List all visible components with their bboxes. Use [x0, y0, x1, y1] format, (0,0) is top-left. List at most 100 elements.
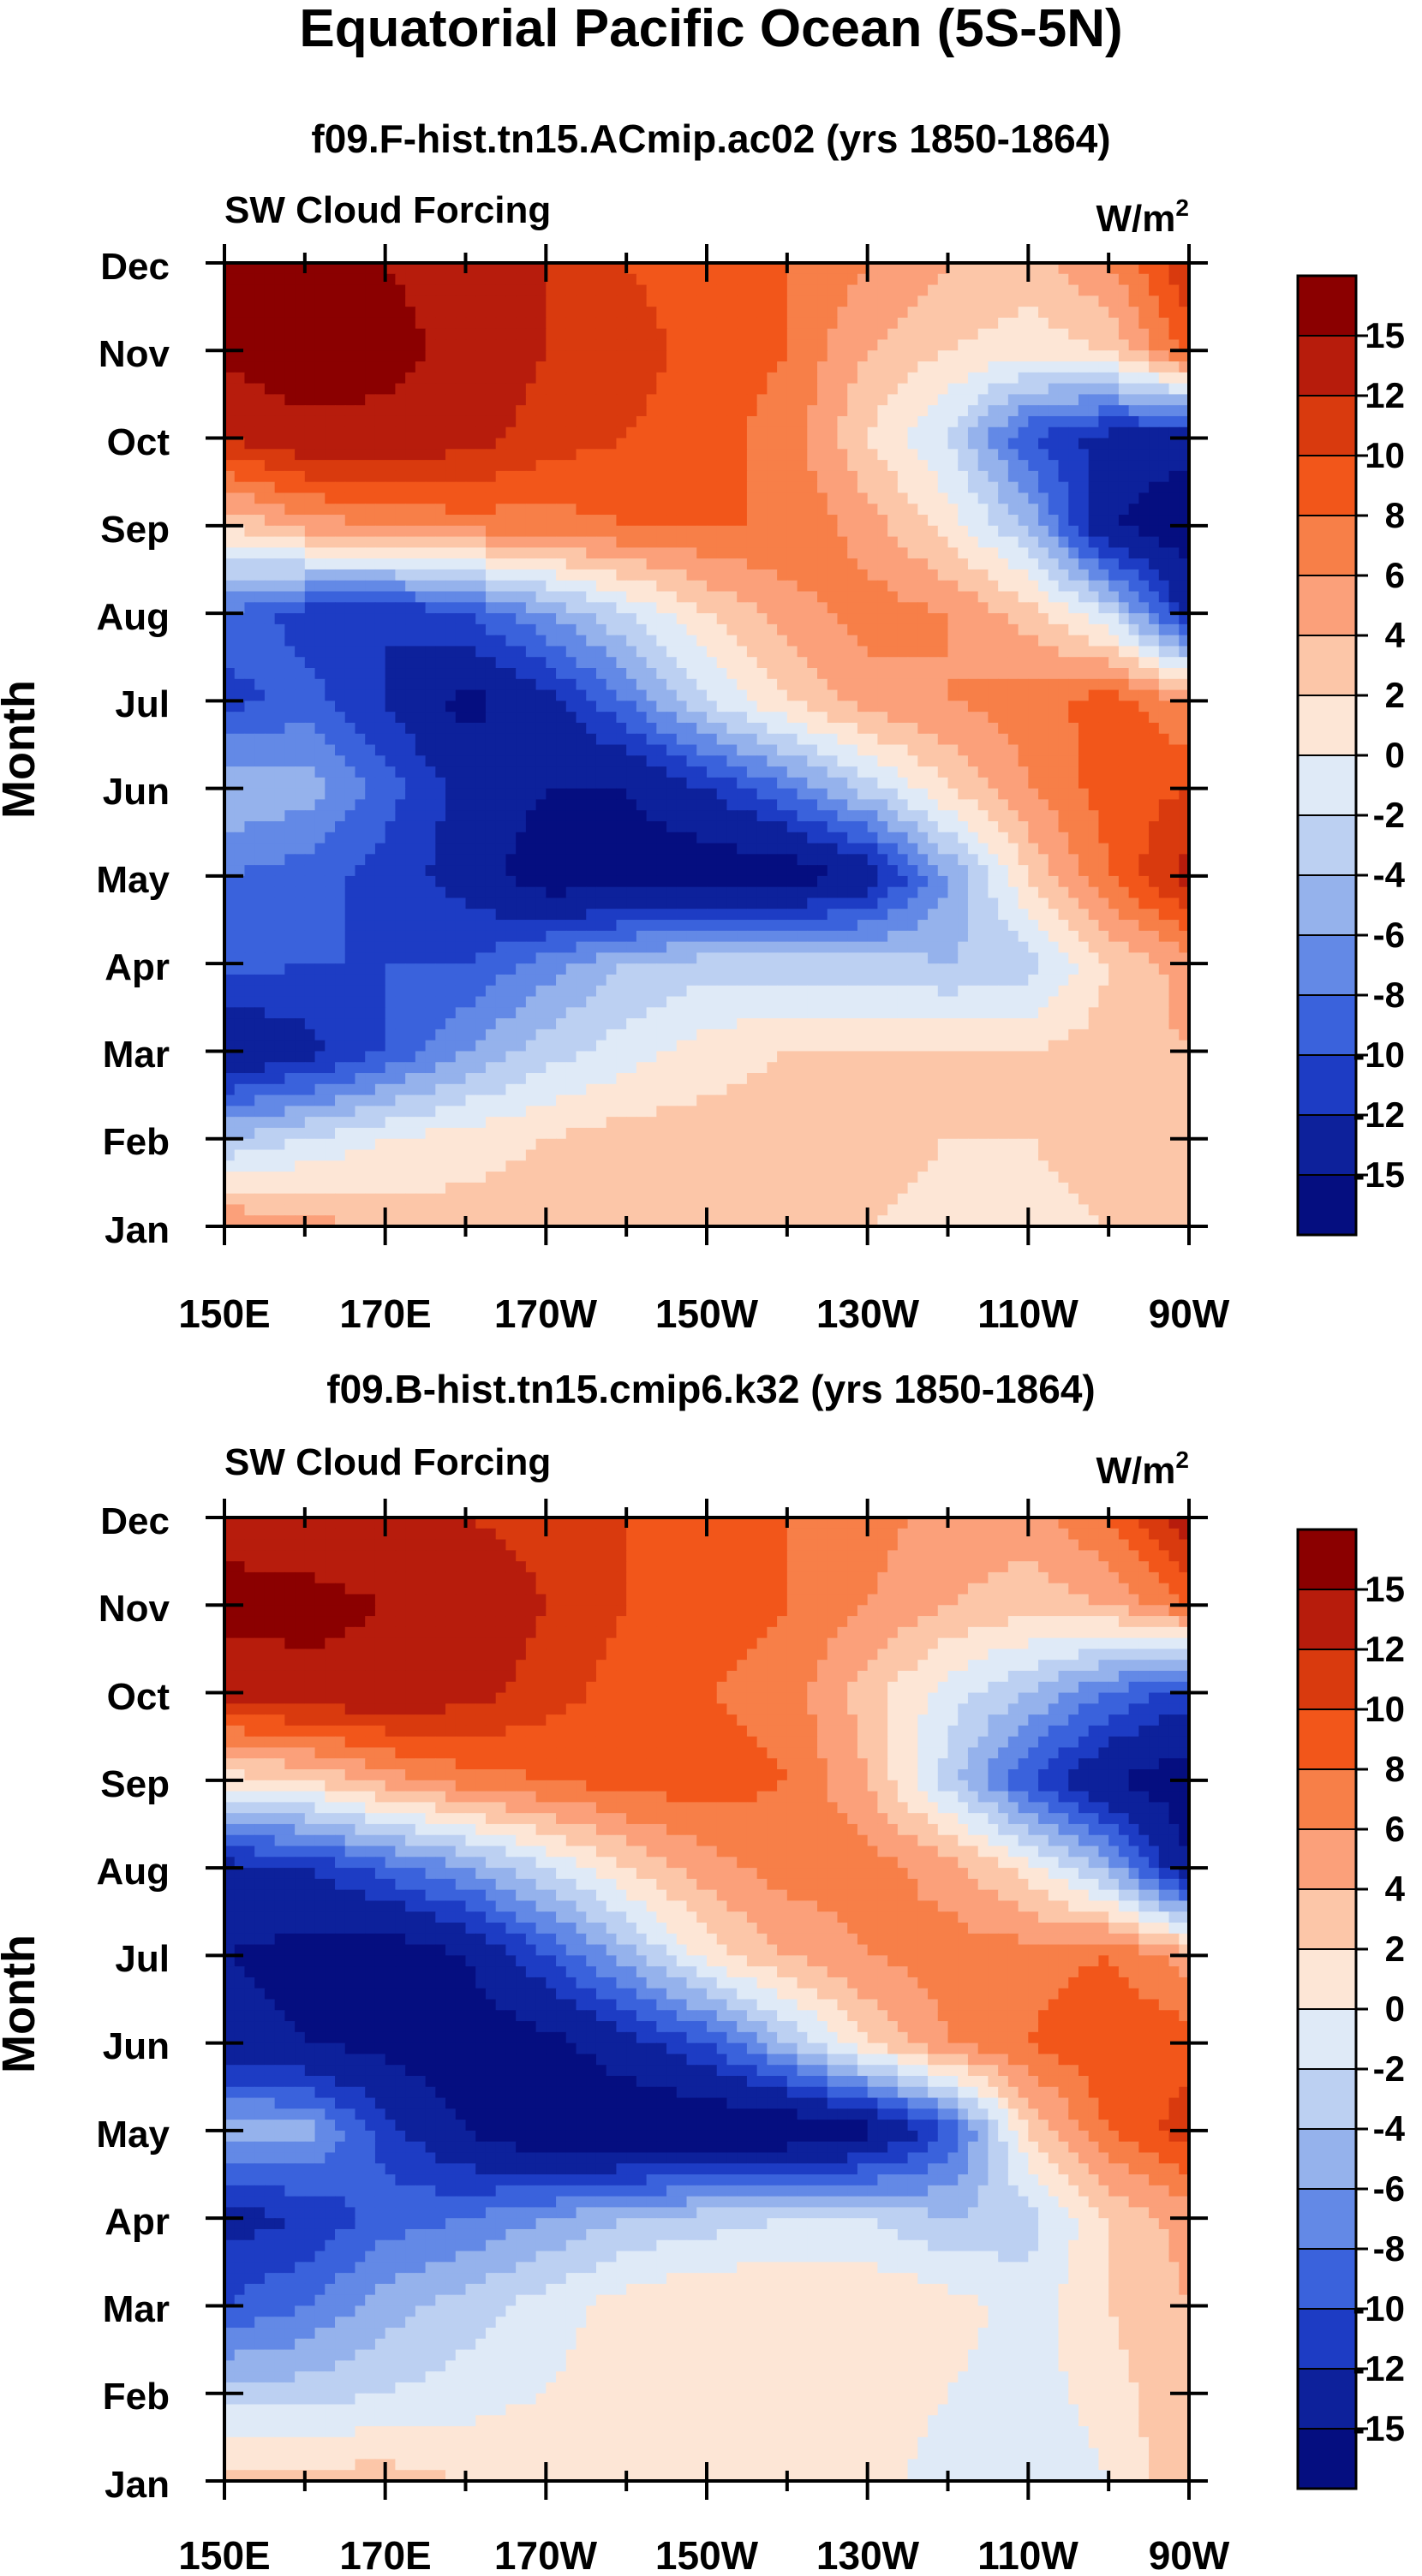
heatmap-cell: [485, 383, 497, 396]
heatmap-cell: [595, 361, 607, 373]
heatmap-cell: [988, 635, 999, 647]
heatmap-cell: [445, 689, 457, 702]
heatmap-cell: [1038, 328, 1049, 341]
heatmap-cell: [977, 426, 989, 439]
heatmap-cell: [636, 295, 648, 307]
heatmap-cell: [1068, 657, 1079, 669]
heatmap-cell: [998, 668, 1009, 680]
heatmap-cell: [435, 646, 446, 658]
heatmap-cell: [756, 810, 768, 822]
heatmap-cell: [907, 372, 919, 385]
heatmap-cell: [264, 635, 276, 647]
heatmap-cell: [827, 689, 839, 702]
heatmap-cell: [817, 712, 828, 724]
heatmap-cell: [716, 460, 728, 472]
heatmap-cell: [847, 766, 858, 778]
heatmap-cell: [234, 733, 246, 746]
heatmap-cell: [234, 470, 246, 483]
heatmap-cell: [1118, 712, 1130, 724]
heatmap-cell: [344, 263, 356, 275]
heatmap-cell: [1058, 591, 1069, 603]
heatmap-cell: [1068, 580, 1079, 593]
heatmap-cell: [1007, 504, 1019, 516]
heatmap-cell: [1128, 394, 1140, 406]
heatmap-cell: [756, 515, 768, 527]
heatmap-cell: [1058, 689, 1069, 702]
heatmap-cell: [1158, 777, 1170, 790]
heatmap-cell: [224, 766, 236, 778]
heatmap-cell: [1048, 799, 1060, 811]
heatmap-cell: [415, 646, 427, 658]
heatmap-cell: [1058, 733, 1069, 746]
heatmap-cell: [937, 438, 949, 450]
heatmap-cell: [1158, 799, 1170, 811]
heatmap-cell: [867, 394, 879, 406]
heatmap-cell: [284, 635, 296, 647]
heatmap-cell: [716, 547, 728, 559]
heatmap-cell: [1098, 591, 1109, 603]
heatmap-cell: [495, 646, 507, 658]
heatmap-cell: [928, 602, 939, 614]
heatmap-cell: [767, 536, 778, 549]
heatmap-cell: [264, 580, 276, 593]
heatmap-cell: [726, 755, 738, 767]
heatmap-cell: [325, 623, 336, 636]
heatmap-cell: [767, 295, 778, 307]
heatmap-cell: [525, 515, 537, 527]
heatmap-cell: [365, 317, 376, 330]
heatmap-cell: [465, 635, 476, 647]
heatmap-cell: [1048, 668, 1060, 680]
heatmap-cell: [737, 470, 748, 483]
heatmap-cell: [606, 263, 618, 275]
heatmap-cell: [445, 712, 457, 724]
heatmap-cell: [907, 361, 919, 373]
heatmap-cell: [535, 295, 547, 307]
heatmap-cell: [335, 689, 346, 702]
heatmap-cell: [917, 405, 929, 417]
heatmap-cell: [917, 810, 929, 822]
heatmap-cell: [264, 701, 276, 713]
heatmap-cell: [505, 712, 517, 724]
heatmap-cell: [606, 602, 618, 614]
heatmap-cell: [395, 766, 406, 778]
heatmap-cell: [525, 591, 537, 603]
heatmap-cell: [907, 307, 919, 319]
heatmap-cell: [1118, 295, 1130, 307]
heatmap-cell: [998, 460, 1009, 472]
heatmap-cell: [335, 470, 346, 483]
heatmap-cell: [455, 295, 467, 307]
heatmap-cell: [465, 799, 476, 811]
heatmap-cell: [405, 317, 416, 330]
heatmap-cell: [988, 777, 999, 790]
heatmap-cell: [314, 438, 326, 450]
heatmap-cell: [1088, 635, 1100, 647]
heatmap-cell: [1118, 415, 1130, 428]
heatmap-cell: [897, 438, 909, 450]
heatmap-cell: [576, 558, 587, 570]
heatmap-cell: [847, 372, 858, 385]
heatmap-cell: [1088, 613, 1100, 625]
heatmap-cell: [786, 766, 798, 778]
heatmap-cell: [837, 657, 848, 669]
heatmap-cell: [274, 460, 286, 472]
heatmap-cell: [1149, 504, 1160, 516]
heatmap-cell: [696, 668, 708, 680]
heatmap-cell: [284, 426, 296, 439]
heatmap-cell: [977, 744, 989, 756]
heatmap-cell: [425, 591, 437, 603]
heatmap-cell: [576, 646, 587, 658]
heatmap-cell: [546, 426, 557, 439]
heatmap-cell: [958, 777, 969, 790]
heatmap-cell: [827, 426, 839, 439]
heatmap-cell: [837, 284, 848, 297]
heatmap-cell: [254, 328, 266, 341]
heatmap-cell: [405, 701, 416, 713]
heatmap-cell: [967, 350, 979, 362]
heatmap-cell: [837, 295, 848, 307]
heatmap-cell: [606, 766, 618, 778]
heatmap-cell: [355, 394, 366, 406]
heatmap-cell: [958, 449, 969, 461]
heatmap-cell: [1058, 470, 1069, 483]
heatmap-cell: [1149, 733, 1160, 746]
heatmap-cell: [606, 701, 618, 713]
